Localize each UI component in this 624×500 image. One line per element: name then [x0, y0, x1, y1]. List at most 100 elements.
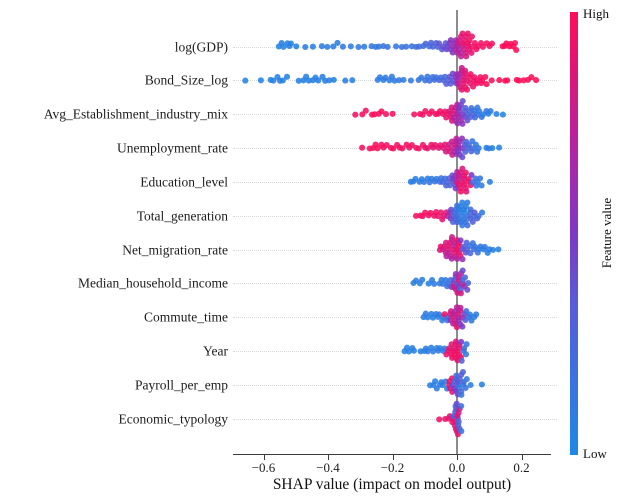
shap-dot: [482, 73, 489, 81]
shap-dot: [352, 111, 359, 118]
shap-dot: [384, 43, 391, 50]
shap-dot: [287, 40, 295, 47]
shap-dot: [463, 86, 471, 93]
shap-dot: [463, 53, 470, 60]
shap-dot: [464, 222, 471, 229]
shap-dot: [468, 171, 475, 179]
shap-dot: [355, 43, 362, 51]
feature-label: Economic_typology: [118, 411, 228, 427]
shap-dot: [412, 212, 420, 219]
shap-dot: [465, 279, 472, 287]
shap-dot: [458, 338, 465, 345]
shap-dot: [487, 108, 494, 115]
shap-dot: [318, 43, 325, 50]
shap-dot: [465, 142, 472, 149]
shap-dot: [471, 209, 478, 216]
shap-dot: [457, 304, 464, 311]
shap-dot: [481, 243, 488, 250]
shap-dot: [453, 400, 460, 407]
shap-dot: [396, 77, 403, 84]
x-tick: [392, 455, 394, 460]
shap-dot: [334, 39, 341, 46]
shap-dot: [293, 43, 300, 50]
shap-dot: [315, 77, 322, 84]
shap-dot: [457, 53, 465, 60]
shap-dot: [495, 246, 502, 253]
shap-dot: [302, 43, 309, 51]
shap-dot: [448, 234, 456, 241]
feature-label: Unemployment_rate: [117, 140, 228, 156]
shap-dot: [488, 77, 495, 84]
feature-label: log(GDP): [174, 38, 228, 54]
shap-dot: [459, 154, 466, 161]
shap-dot: [479, 43, 486, 50]
shap-dot: [468, 33, 476, 40]
x-tick-label: −0.2: [380, 460, 405, 475]
shap-dot: [496, 77, 503, 84]
shap-dot: [467, 250, 474, 257]
shap-dot: [390, 145, 397, 152]
shap-dot: [459, 368, 467, 376]
shap-dot: [330, 43, 337, 50]
shap-dot: [462, 104, 469, 111]
shap-dot: [462, 169, 469, 176]
x-axis-title: SHAP value (impact on model output): [272, 476, 512, 493]
shap-dot: [483, 81, 490, 88]
shap-dot: [411, 111, 418, 118]
feature-label: Avg_Establishment_industry_mix: [43, 106, 228, 122]
shap-dot: [375, 43, 382, 50]
x-tick-label: 0.0: [448, 460, 466, 475]
gridline: [233, 283, 557, 285]
shap-dot: [463, 341, 470, 348]
shap-dot: [283, 73, 291, 80]
shap-dot: [383, 141, 390, 149]
shap-dot: [382, 111, 390, 118]
shap-dot: [533, 77, 540, 84]
shap-dot: [462, 67, 469, 74]
x-tick: [521, 455, 523, 460]
shap-dot: [462, 384, 469, 391]
shap-dot: [458, 391, 465, 398]
shap-dot: [459, 267, 466, 274]
shap-dot: [464, 199, 471, 206]
zero-line: [456, 10, 458, 455]
shap-dot: [415, 145, 422, 152]
shap-dot: [528, 74, 535, 81]
shap-dot: [407, 77, 414, 84]
shap-dot: [499, 111, 506, 118]
shap-dot: [478, 381, 485, 388]
shap-dot: [359, 144, 366, 151]
shap-dot: [326, 77, 333, 84]
shap-dot: [459, 199, 466, 206]
shap-dot: [400, 76, 407, 83]
shap-dot: [279, 77, 286, 84]
shap-dot: [459, 323, 466, 330]
shap-dot: [504, 77, 511, 84]
shap-dot: [419, 276, 426, 283]
shap-dot: [342, 77, 349, 84]
shap-dot: [447, 37, 454, 44]
shap-dot: [399, 145, 406, 152]
shap-dot: [469, 218, 476, 225]
gridline: [233, 181, 557, 183]
shap-dot: [458, 135, 466, 142]
colorbar-low-label: Low: [583, 446, 607, 461]
shap-dot: [489, 145, 496, 152]
gridline: [233, 385, 557, 386]
shap-dot: [459, 120, 466, 127]
shap-dot: [468, 49, 475, 56]
feature-label: Bond_Size_log: [144, 72, 228, 88]
shap-dot: [408, 141, 415, 149]
feature-label: Net_migration_rate: [122, 241, 228, 257]
shap-dot: [361, 43, 368, 50]
shap-dot: [280, 43, 287, 50]
shap-dot: [391, 77, 398, 84]
shap-dot: [461, 274, 469, 281]
x-axis-line: [233, 454, 551, 455]
shap-dot: [389, 110, 396, 117]
shap-dot: [493, 110, 500, 118]
feature-label: Education_level: [140, 174, 228, 190]
shap-dot: [330, 76, 337, 83]
feature-label: Total_generation: [136, 208, 228, 223]
